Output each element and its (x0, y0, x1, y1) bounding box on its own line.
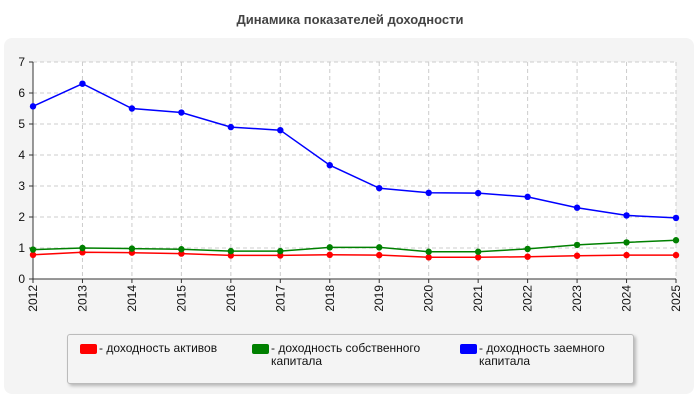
data-point (277, 247, 284, 255)
data-point (128, 245, 136, 252)
data-point (376, 251, 383, 259)
x-tick-label: 2020 (422, 285, 436, 312)
data-point (326, 244, 333, 251)
data-point (79, 244, 86, 252)
data-point (128, 105, 136, 112)
data-point (573, 252, 581, 259)
data-point (672, 251, 680, 259)
y-tick-label: 7 (18, 55, 25, 69)
series-line-0 (32, 251, 676, 259)
legend-label-equity: - доходность собственного капитала (271, 341, 421, 368)
data-point (524, 253, 531, 260)
data-point (425, 189, 432, 197)
data-point (573, 241, 581, 249)
data-point (474, 248, 482, 255)
legend-swatch-equity (252, 344, 269, 354)
legend-swatch-debt (460, 344, 477, 354)
chart-title: Динамика показателей доходности (236, 12, 464, 27)
legend-swatch-assets (80, 344, 97, 354)
x-tick-label: 2023 (570, 285, 584, 312)
y-tick-label: 5 (18, 117, 25, 131)
y-tick-label: 4 (18, 148, 25, 162)
data-point (326, 162, 333, 169)
data-point (79, 80, 86, 87)
data-point (672, 214, 680, 222)
data-point (474, 254, 482, 261)
series-line-1 (32, 239, 677, 253)
x-tick-label: 2013 (75, 285, 89, 312)
data-point (376, 184, 383, 192)
data-point (425, 248, 432, 255)
data-point (376, 244, 383, 251)
legend-label-assets: - доходность активов (99, 341, 218, 355)
data-point (623, 251, 630, 259)
x-tick-label: 2019 (372, 285, 386, 312)
y-tick-label: 6 (18, 86, 25, 100)
x-tick-label: 2018 (323, 285, 337, 312)
x-tick-label: 2016 (224, 285, 238, 312)
y-tick-label: 2 (18, 210, 25, 224)
data-point (524, 245, 531, 253)
x-tick-label: 2022 (521, 285, 535, 312)
data-point (29, 103, 37, 110)
data-point (425, 254, 432, 261)
chart-legend: - доходность активов - доходность собств… (67, 334, 634, 384)
data-point (474, 189, 482, 197)
y-tick-label: 1 (18, 241, 25, 255)
legend-label-debt: - доходность заемного капитала (479, 341, 605, 368)
x-tick-label: 2012 (26, 285, 40, 312)
x-tick-label: 2015 (174, 285, 188, 312)
data-point (326, 251, 333, 259)
y-tick-label: 0 (18, 272, 25, 286)
x-tick-label: 2021 (471, 285, 485, 312)
data-point (227, 247, 235, 255)
data-point (623, 239, 630, 246)
data-point (178, 246, 185, 253)
y-tick-label: 3 (18, 179, 25, 193)
data-point (29, 251, 37, 259)
data-point (178, 109, 185, 116)
data-point (623, 212, 630, 219)
data-point (672, 237, 680, 244)
x-tick-label: 2014 (125, 285, 139, 312)
x-tick-label: 2025 (669, 285, 683, 312)
data-point (573, 204, 581, 211)
data-point (277, 127, 284, 134)
plot-area (33, 62, 676, 279)
x-tick-label: 2017 (273, 285, 287, 312)
data-point (227, 123, 235, 131)
data-point (524, 193, 531, 201)
data-point (29, 246, 37, 253)
series-line-2 (32, 82, 677, 219)
x-tick-label: 2024 (620, 285, 634, 312)
